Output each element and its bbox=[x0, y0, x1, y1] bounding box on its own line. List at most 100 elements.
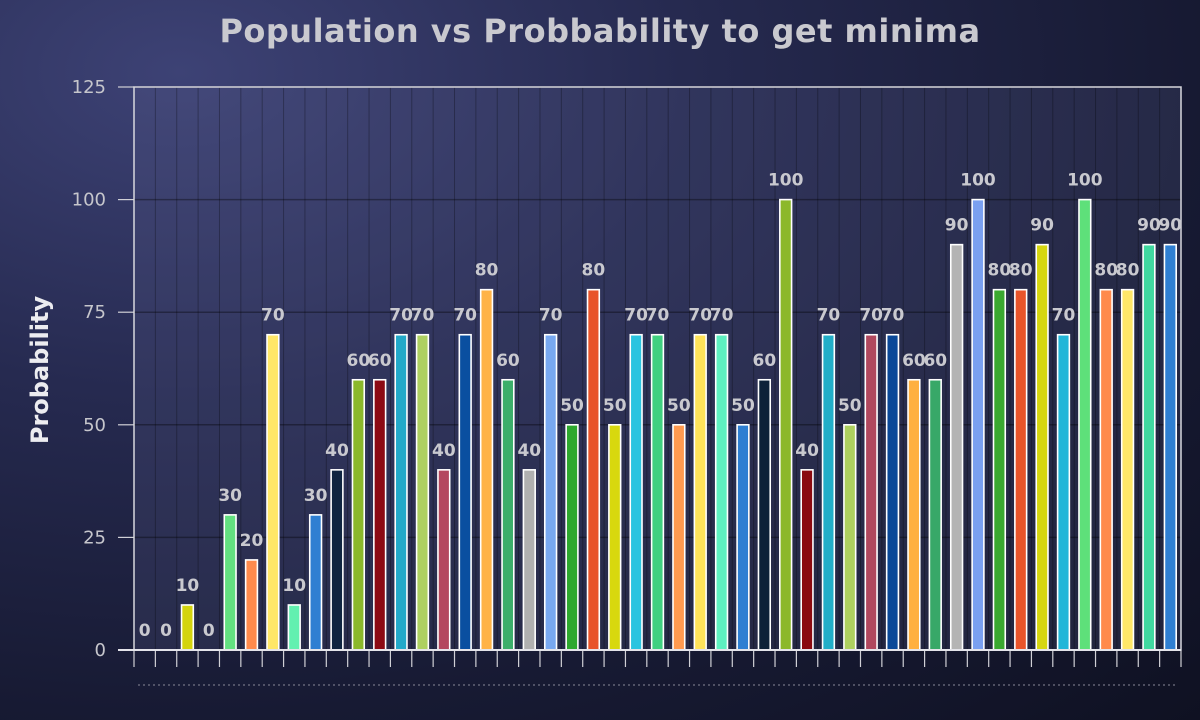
bar-data-label: 90 bbox=[945, 216, 969, 236]
bar bbox=[543, 333, 558, 651]
bar bbox=[693, 333, 707, 651]
bar-data-label: 80 bbox=[1116, 261, 1140, 281]
bar bbox=[928, 378, 942, 651]
bar bbox=[608, 423, 622, 651]
bar-data-label: 60 bbox=[368, 351, 392, 371]
bar bbox=[821, 333, 836, 651]
y-tick-label: 25 bbox=[83, 527, 106, 548]
y-tick-label: 100 bbox=[72, 190, 106, 211]
bar-data-label: 50 bbox=[731, 396, 755, 416]
bar-data-label: 60 bbox=[902, 351, 926, 371]
bar bbox=[1142, 243, 1156, 651]
bar-data-label: 70 bbox=[646, 306, 670, 326]
bar bbox=[1078, 198, 1092, 651]
bar-data-label: 70 bbox=[859, 306, 883, 326]
bar-data-label: 80 bbox=[1009, 261, 1033, 281]
bar-data-label: 70 bbox=[539, 306, 563, 326]
y-tick-label: 125 bbox=[72, 77, 106, 98]
bar bbox=[501, 378, 515, 651]
bar-data-label: 0 bbox=[160, 621, 172, 641]
bar-data-label: 50 bbox=[838, 396, 862, 416]
bar bbox=[458, 333, 472, 651]
bar-data-label: 50 bbox=[560, 396, 584, 416]
bar bbox=[437, 469, 451, 651]
bar-data-label: 80 bbox=[1094, 261, 1118, 281]
bar-data-label: 100 bbox=[960, 171, 996, 191]
bar-data-label: 60 bbox=[753, 351, 777, 371]
bar-data-label: 90 bbox=[1030, 216, 1054, 236]
bar-data-label: 50 bbox=[667, 396, 691, 416]
bar bbox=[1056, 333, 1071, 651]
bar-data-label: 70 bbox=[817, 306, 841, 326]
bar bbox=[586, 288, 601, 651]
bar bbox=[522, 469, 536, 651]
bar-data-label: 0 bbox=[203, 621, 215, 641]
bar-data-label: 70 bbox=[710, 306, 734, 326]
chart-title: Population vs Probbability to get minima bbox=[219, 12, 981, 50]
bar-data-label: 90 bbox=[1158, 216, 1182, 236]
y-tick-label: 0 bbox=[95, 640, 106, 661]
bar bbox=[223, 514, 237, 651]
bar-data-label: 70 bbox=[881, 306, 905, 326]
bar bbox=[1120, 288, 1135, 651]
bar bbox=[1163, 243, 1177, 651]
bar-data-label: 70 bbox=[1052, 306, 1076, 326]
bar bbox=[1099, 288, 1113, 651]
bar bbox=[971, 198, 985, 651]
bar bbox=[949, 243, 964, 651]
bar bbox=[180, 604, 195, 651]
bar bbox=[1014, 288, 1028, 651]
bar-data-label: 60 bbox=[496, 351, 520, 371]
bar bbox=[650, 333, 665, 651]
bar-data-label: 70 bbox=[261, 306, 285, 326]
bar-data-label: 10 bbox=[176, 576, 200, 596]
bar-data-label: 70 bbox=[389, 306, 413, 326]
bar bbox=[907, 378, 921, 651]
bar-data-label: 80 bbox=[475, 261, 499, 281]
bar bbox=[779, 198, 793, 651]
bar-data-label: 30 bbox=[304, 486, 328, 506]
bar-data-label: 40 bbox=[795, 441, 819, 461]
bar-data-label: 80 bbox=[988, 261, 1012, 281]
bar bbox=[287, 604, 301, 651]
bar bbox=[415, 333, 430, 651]
y-tick-label: 50 bbox=[83, 415, 106, 436]
bar bbox=[373, 378, 387, 651]
bar-data-label: 0 bbox=[139, 621, 151, 641]
bar-data-label: 60 bbox=[923, 351, 947, 371]
bar bbox=[330, 469, 344, 651]
bar bbox=[992, 288, 1007, 651]
bar-data-label: 40 bbox=[325, 441, 349, 461]
bar bbox=[736, 423, 750, 651]
bar-data-label: 100 bbox=[1067, 171, 1103, 191]
bar-data-label: 20 bbox=[240, 531, 264, 551]
bar bbox=[885, 333, 900, 651]
bar bbox=[565, 423, 579, 651]
bar-data-label: 50 bbox=[603, 396, 627, 416]
bar bbox=[672, 423, 686, 651]
bar-data-label: 70 bbox=[624, 306, 648, 326]
bar bbox=[800, 469, 814, 651]
bar-data-label: 90 bbox=[1137, 216, 1161, 236]
bar bbox=[757, 378, 772, 651]
y-tick-label: 75 bbox=[83, 302, 106, 323]
bar-data-label: 60 bbox=[347, 351, 371, 371]
bar bbox=[1035, 243, 1049, 651]
bar-data-label: 80 bbox=[582, 261, 606, 281]
bar-data-label: 40 bbox=[517, 441, 541, 461]
bar bbox=[266, 333, 280, 651]
bar-data-label: 100 bbox=[768, 171, 804, 191]
bar-data-label: 40 bbox=[432, 441, 456, 461]
bar bbox=[308, 514, 323, 651]
bar-data-label: 70 bbox=[453, 306, 477, 326]
bar bbox=[244, 559, 259, 651]
bar bbox=[351, 378, 366, 651]
bar bbox=[479, 288, 494, 651]
bar-data-label: 30 bbox=[218, 486, 242, 506]
bar bbox=[843, 423, 857, 651]
bar-data-label: 10 bbox=[282, 576, 306, 596]
bar bbox=[714, 333, 729, 651]
bar-data-label: 70 bbox=[688, 306, 712, 326]
